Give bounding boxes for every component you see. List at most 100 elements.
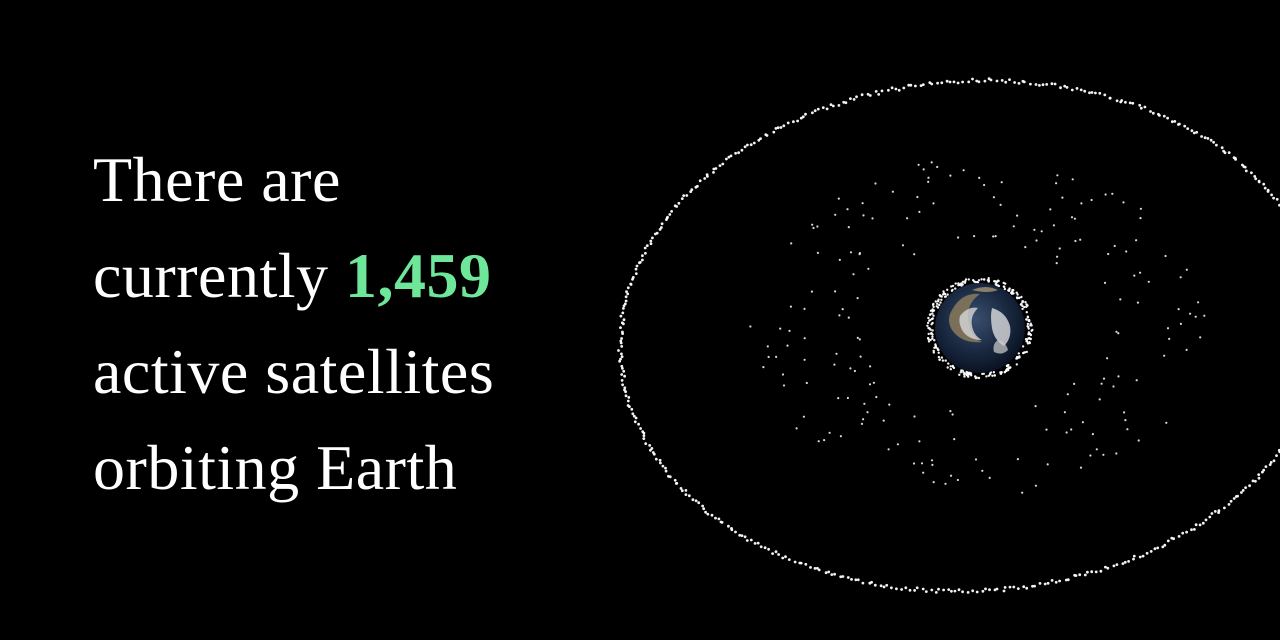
satellite-dot-icon <box>1269 461 1273 464</box>
satellite-dot-icon <box>1094 91 1097 95</box>
satellite-dot-icon <box>1275 454 1278 457</box>
satellite-dot-icon <box>803 337 806 340</box>
satellite-dot-icon <box>1017 356 1020 359</box>
satellite-dot-icon <box>853 369 856 373</box>
satellite-dot-icon <box>821 106 825 109</box>
satellite-dot-icon <box>1141 554 1145 558</box>
satellite-dot-icon <box>1220 146 1224 150</box>
satellite-dot-icon <box>1028 332 1032 336</box>
satellite-dot-icon <box>1035 239 1038 242</box>
satellite-dot-icon <box>1016 587 1020 590</box>
satellite-dot-icon <box>913 589 916 592</box>
satellite-dot-icon <box>658 458 662 462</box>
satellite-dot-icon <box>1075 87 1079 90</box>
satellite-dot-icon <box>860 422 864 425</box>
satellite-dot-icon <box>623 388 626 392</box>
satellite-dot-icon <box>1223 151 1227 155</box>
satellite-dot-icon <box>944 295 947 298</box>
satellite-dot-icon <box>804 562 808 566</box>
satellite-dot-icon <box>1197 301 1200 304</box>
satellite-dot-icon <box>897 88 901 92</box>
satellite-dot-icon <box>619 339 623 343</box>
satellite-dot-icon <box>926 321 930 325</box>
satellite-dot-icon <box>931 317 934 320</box>
satellite-dot-icon <box>802 415 805 418</box>
satellite-dot-icon <box>673 478 677 482</box>
satellite-dot-icon <box>1080 202 1083 205</box>
satellite-dot-icon <box>1091 433 1094 436</box>
satellite-dot-icon <box>816 566 819 570</box>
satellite-dot-icon <box>1234 495 1238 498</box>
satellite-dot-icon <box>937 298 940 301</box>
satellite-dot-icon <box>964 279 967 283</box>
satellite-dot-icon <box>623 302 627 306</box>
satellite-dot-icon <box>921 83 925 86</box>
satellite-dot-icon <box>849 367 852 370</box>
satellite-dot-icon <box>1186 127 1190 130</box>
satellite-dot-icon <box>942 290 945 293</box>
satellite-dot-icon <box>1029 82 1032 86</box>
satellite-dot-icon <box>828 431 831 434</box>
satellite-dot-icon <box>638 260 642 264</box>
satellite-dot-icon <box>874 90 878 93</box>
satellite-dot-icon <box>880 89 884 93</box>
satellite-dot-icon <box>779 126 783 129</box>
satellite-dot-icon <box>1026 316 1030 319</box>
satellite-dot-icon <box>1104 565 1107 569</box>
satellite-dot-icon <box>697 501 701 505</box>
satellite-dot-icon <box>852 273 855 276</box>
satellite-dot-icon <box>1031 584 1034 588</box>
satellite-dot-icon <box>846 208 849 211</box>
headline-line-1: There are <box>93 144 341 215</box>
satellite-dot-icon <box>930 161 933 164</box>
satellite-dot-icon <box>1112 385 1115 388</box>
satellite-dot-icon <box>1145 551 1149 555</box>
satellite-dot-icon <box>1143 105 1147 109</box>
satellite-dot-icon <box>691 498 695 502</box>
satellite-dot-icon <box>931 329 934 332</box>
satellite-dot-icon <box>749 143 753 147</box>
satellite-dot-icon <box>1027 318 1031 322</box>
satellite-dot-icon <box>871 217 874 220</box>
satellite-dot-icon <box>620 355 624 359</box>
satellite-dot-icon <box>936 81 939 85</box>
satellite-dot-icon <box>879 584 883 588</box>
satellite-dot-icon <box>1201 521 1205 525</box>
satellite-dot-icon <box>896 443 899 446</box>
satellite-dot-icon <box>1163 543 1167 547</box>
satellite-dot-icon <box>931 303 935 307</box>
satellite-dot-icon <box>839 575 843 579</box>
satellite-dot-icon <box>981 589 985 593</box>
satellite-dot-icon <box>988 373 992 376</box>
satellite-dot-icon <box>930 82 934 86</box>
satellite-dot-icon <box>660 222 664 226</box>
satellite-dot-icon <box>940 81 944 85</box>
satellite-dot-icon <box>1240 491 1243 494</box>
satellite-dot-icon <box>937 587 940 591</box>
satellite-dot-icon <box>1119 298 1122 301</box>
satellite-dot-icon <box>1227 151 1231 154</box>
satellite-dot-icon <box>1178 122 1181 126</box>
satellite-dot-icon <box>1128 101 1132 105</box>
satellite-dot-icon <box>1106 566 1110 570</box>
satellite-dot-icon <box>1025 350 1028 354</box>
satellite-dot-icon <box>1018 296 1021 300</box>
satellite-dot-icon <box>624 295 628 299</box>
satellite-dot-icon <box>930 588 934 592</box>
orbit-visualization <box>617 77 1280 594</box>
satellite-dot-icon <box>1027 327 1030 330</box>
satellite-dot-icon <box>909 83 913 87</box>
satellite-dot-icon <box>705 173 709 177</box>
satellite-dot-icon <box>1034 405 1037 408</box>
satellite-dot-icon <box>1227 503 1231 506</box>
satellite-dot-icon <box>621 311 625 315</box>
satellite-dot-icon <box>1079 238 1082 241</box>
satellite-dot-icon <box>803 307 806 310</box>
satellite-dot-icon <box>625 290 628 293</box>
satellite-dot-icon <box>793 560 797 564</box>
satellite-dot-icon <box>1007 289 1010 292</box>
satellite-dot-icon <box>649 239 653 243</box>
satellite-dot-icon <box>1006 367 1009 371</box>
satellite-dot-icon <box>717 517 721 521</box>
satellite-dot-icon <box>654 457 658 461</box>
